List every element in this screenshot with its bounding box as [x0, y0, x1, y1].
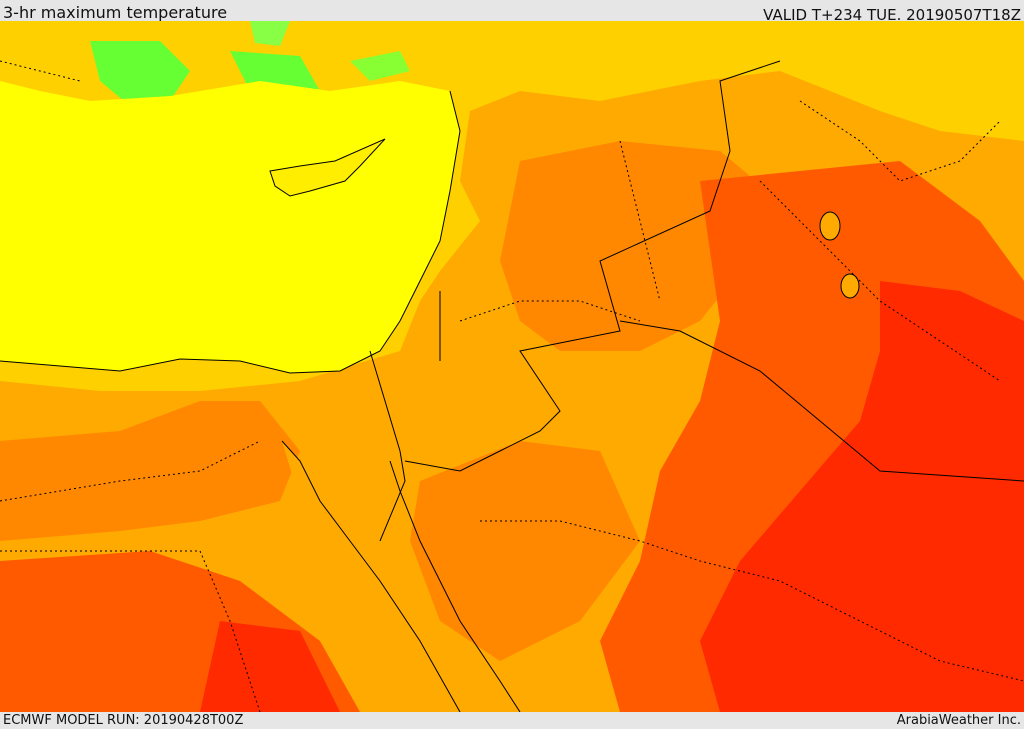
red-region	[200, 621, 340, 712]
valid-time-label: VALID T+234 TUE. 20190507T18Z	[763, 6, 1021, 24]
admin-boundary	[759, 180, 1001, 382]
coastline	[389, 460, 521, 712]
coastline	[281, 440, 461, 712]
map-canvas	[0, 21, 1024, 712]
lake	[819, 211, 841, 241]
header-bar: 3-hr maximum temperature VALID T+234 TUE…	[0, 0, 1024, 24]
dark-orange-region	[0, 401, 300, 541]
admin-boundary	[0, 440, 261, 502]
red-sea	[282, 441, 460, 712]
admin-boundary	[480, 520, 1024, 682]
credit-label: ArabiaWeather Inc.	[896, 713, 1021, 728]
coastline	[0, 90, 461, 374]
dark-orange-region	[410, 441, 640, 661]
border-line	[404, 60, 781, 472]
cyprus-island	[269, 138, 386, 197]
green-patch	[250, 21, 290, 46]
red-region	[700, 281, 1024, 712]
admin-boundary	[0, 60, 81, 82]
lake	[840, 273, 860, 299]
border-line	[619, 320, 1024, 482]
admin-boundary	[0, 550, 261, 712]
admin-boundary	[459, 300, 641, 322]
green-patch	[350, 51, 410, 81]
admin-boundary	[799, 100, 1001, 182]
green-patch	[90, 41, 190, 106]
border-line	[369, 350, 406, 542]
temperature-map[interactable]	[0, 21, 1024, 712]
map-title: 3-hr maximum temperature	[3, 3, 228, 22]
footer-bar: ECMWF MODEL RUN: 20190428T00Z ArabiaWeat…	[0, 712, 1024, 729]
model-run-label: ECMWF MODEL RUN: 20190428T00Z	[3, 713, 244, 728]
mediterranean-sea	[0, 81, 460, 373]
